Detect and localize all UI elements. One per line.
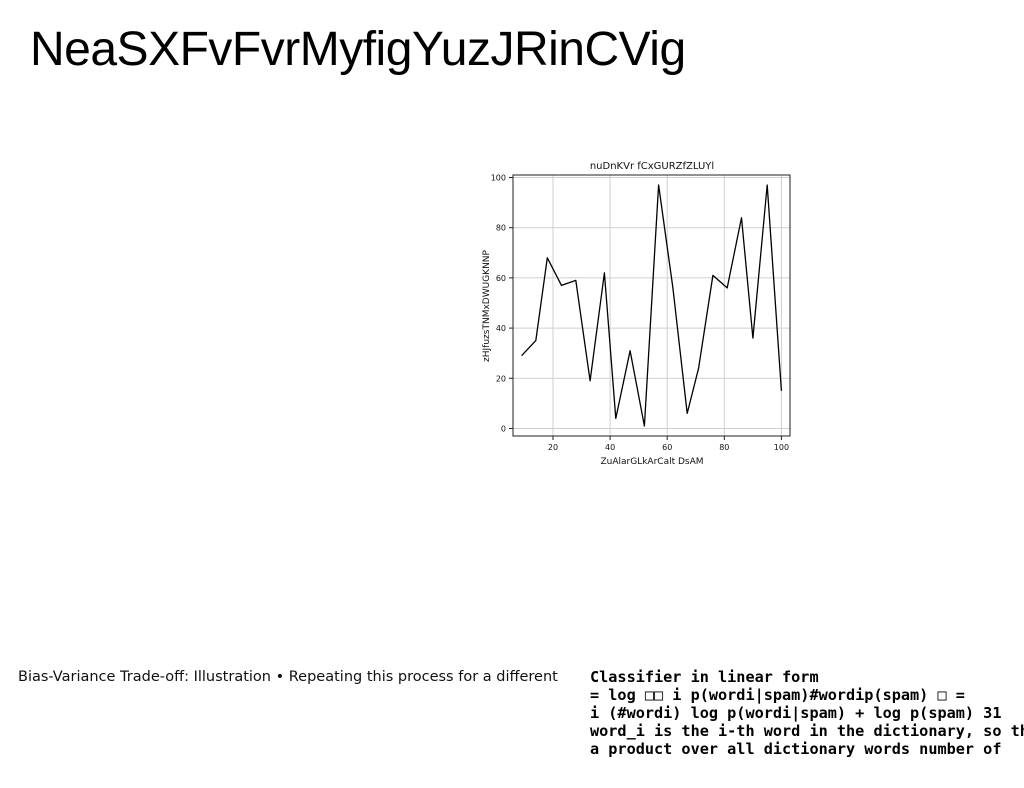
y-tick-label: 80: [496, 224, 506, 233]
line-chart: nuDnKVr fCxGURZfZLUYl 20 40 60 80 100 0 20 40 60…: [470, 150, 800, 475]
caption-left: Bias-Variance Trade-off: Illustration • …: [18, 669, 558, 685]
caption-right-line: a product over all dictionary words numb…: [590, 740, 1002, 758]
x-tick-label: 20: [548, 443, 558, 452]
caption-right-line: Classifier in linear form: [590, 668, 819, 686]
x-tick-label: 40: [605, 443, 615, 452]
y-axis-label: zHJfuzsTNMxDWUGKNNP: [482, 249, 492, 362]
page-title: NeaSXFvFvrMyfigYuzJRinCVig: [30, 23, 686, 76]
y-tick-label: 20: [496, 374, 506, 383]
y-tick-label: 60: [496, 274, 506, 283]
x-tick-label: 80: [719, 443, 729, 452]
plot-frame: [512, 174, 791, 437]
chart-title: nuDnKVr fCxGURZfZLUYl: [590, 161, 714, 172]
grid: [513, 175, 790, 436]
x-axis-label: ZuAlarGLkArCalt DsAM: [600, 457, 703, 467]
y-tick-label: 40: [496, 324, 506, 333]
ticks: 20 40 60 80 100 0 20 40 60 80 100: [491, 174, 789, 452]
caption-right-line: = log □□ i p(wordi|spam)#wordip(spam) □ …: [590, 686, 965, 704]
series-layer: [521, 184, 783, 427]
caption-right-line: word_i is the i-th word in the dictionar…: [590, 722, 1024, 740]
caption-right: Classifier in linear form = log □□ i p(w…: [590, 668, 1024, 758]
y-tick-label: 100: [491, 174, 506, 183]
series-line: [521, 184, 783, 427]
x-tick-label: 60: [662, 443, 672, 452]
caption-right-line: i (#wordi) log p(wordi|spam) + log p(spa…: [590, 704, 1002, 722]
y-tick-label: 0: [501, 424, 506, 433]
x-tick-label: 100: [774, 443, 789, 452]
chart-svg: nuDnKVr fCxGURZfZLUYl 20 40 60 80 100 0 20 40 60…: [482, 161, 791, 467]
